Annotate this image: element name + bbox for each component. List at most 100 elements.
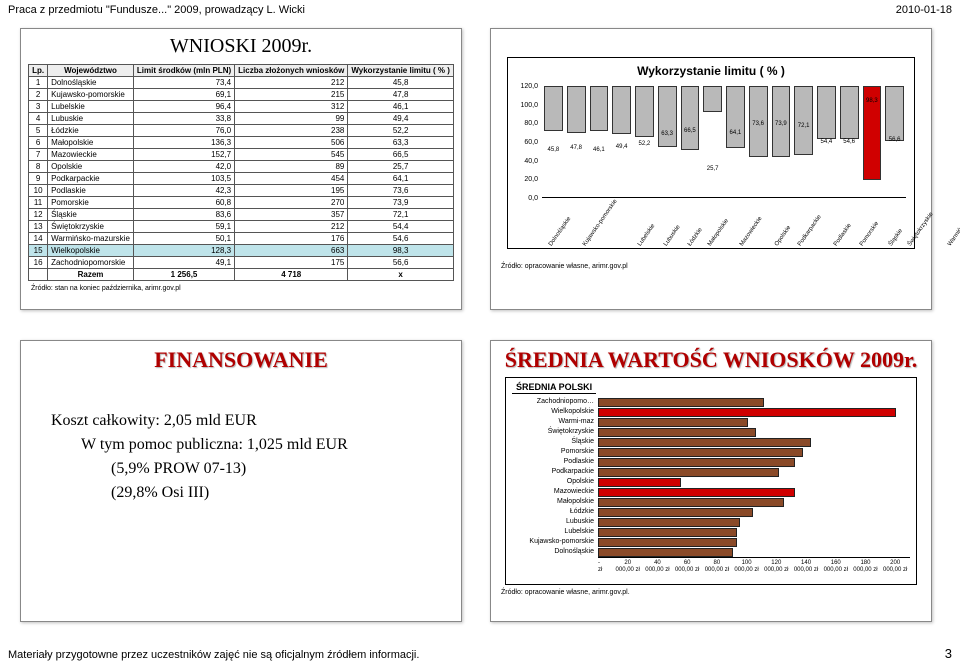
header-left: Praca z przedmiotu "Fundusze..." 2009, p… xyxy=(8,4,305,16)
table-row: 2Kujawsko-pomorskie69,121547,8 xyxy=(29,89,454,101)
table-row: 9Podkarpackie103,545464,1 xyxy=(29,173,454,185)
p2-bar-label: 45,8 xyxy=(542,147,565,153)
p2-bar xyxy=(681,86,700,150)
p2-ylabel: 0,0 xyxy=(514,195,538,202)
p4-row-label: Lubuskie xyxy=(512,518,598,525)
p2-bar xyxy=(840,86,859,139)
p2-bar-label: 98,3 xyxy=(861,98,884,104)
p2-bar-label: 63,3 xyxy=(656,131,679,137)
p2-bar-wrap: 45,8 xyxy=(542,86,565,197)
p4-row: Kujawsko-pomorskie xyxy=(512,536,910,546)
p2-bar xyxy=(544,86,563,131)
p2-bar-label: 46,1 xyxy=(588,147,611,153)
p2-bar-label: 52,2 xyxy=(633,141,656,147)
p4-bar xyxy=(598,418,748,427)
p2-bar-wrap: 52,2 xyxy=(633,86,656,197)
p4-bar xyxy=(598,548,733,557)
p4-row-label: Małopolskie xyxy=(512,498,598,505)
p2-xlabels: DolnośląskieKujawsko-pomorskieLubelskieL… xyxy=(542,200,906,246)
p4-barzone xyxy=(598,427,910,436)
p2-bar-wrap: 72,1 xyxy=(792,86,815,197)
p4-row-label: Mazowieckie xyxy=(512,488,598,495)
table-row: 6Małopolskie136,350663,3 xyxy=(29,137,454,149)
p2-bar-wrap: 73,9 xyxy=(770,86,793,197)
p2-bar-label: 54,4 xyxy=(815,139,838,145)
p4-xtick: 60000,00 zł xyxy=(672,558,702,580)
p4-barzone xyxy=(598,537,910,546)
p2-bar xyxy=(703,86,722,112)
p4-bar xyxy=(598,428,756,437)
p3-line: (29,8% Osi III) xyxy=(51,481,431,505)
p4-barzone xyxy=(598,417,910,426)
p4-row: Małopolskie xyxy=(512,496,910,506)
p2-source: Źródło: opracowanie własne, arimr.gov.pl xyxy=(501,263,921,270)
p4-barzone xyxy=(598,467,910,476)
panel-limit-chart: Wykorzystanie limitu ( % ) 45,847,846,14… xyxy=(490,28,932,310)
table-row: 10Podlaskie42,319573,6 xyxy=(29,185,454,197)
p4-bar xyxy=(598,508,753,517)
p4-xtick: 20000,00 zł xyxy=(613,558,643,580)
p4-bar xyxy=(598,528,737,537)
p2-bar xyxy=(726,86,745,148)
p4-row-label: Podlaskie xyxy=(512,458,598,465)
p1-title: WNIOSKI 2009r. xyxy=(21,35,461,58)
p1-col-header: Lp. xyxy=(29,65,48,77)
footer-left: Materiały przygotowne przez uczestników … xyxy=(8,649,428,661)
p1-col-header: Limit środków (mln PLN) xyxy=(133,65,234,77)
p1-col-header: Wykorzystanie limitu ( % ) xyxy=(348,65,454,77)
p2-bar xyxy=(635,86,654,137)
p2-bar xyxy=(817,86,836,139)
p2-bar-label: 49,4 xyxy=(610,144,633,150)
p2-bar-wrap: 49,4 xyxy=(610,86,633,197)
p2-bar-wrap: 46,1 xyxy=(588,86,611,197)
p4-row-label: Lubelskie xyxy=(512,528,598,535)
p2-bar-label: 56,6 xyxy=(883,137,906,143)
table-sum-row: Razem1 256,54 718x xyxy=(29,269,454,281)
p2-bar xyxy=(794,86,813,155)
p4-barzone xyxy=(598,517,910,526)
p4-row: Mazowieckie xyxy=(512,486,910,496)
p3-body: Koszt całkowity: 2,05 mld EURW tym pomoc… xyxy=(21,379,461,535)
p4-bar xyxy=(598,398,764,407)
table-row: 13Świętokrzyskie59,121254,4 xyxy=(29,221,454,233)
p2-bar-label: 64,1 xyxy=(724,130,747,136)
p2-bar-wrap: 25,7 xyxy=(701,86,724,197)
table-row: 16Zachodniopomorskie49,117556,6 xyxy=(29,257,454,269)
p4-bar xyxy=(598,538,737,547)
p2-bar xyxy=(590,86,609,131)
p2-bar-wrap: 47,8 xyxy=(565,86,588,197)
p4-row-label: Zachodniopomo… xyxy=(512,398,598,405)
p2-bar-label: 54,6 xyxy=(838,139,861,145)
p4-barzone xyxy=(598,527,910,536)
p4-barzone xyxy=(598,507,910,516)
p4-xtick: 80000,00 zł xyxy=(702,558,732,580)
p4-row: Dolnośląskie xyxy=(512,546,910,556)
p2-plot: 45,847,846,149,452,263,366,525,764,173,6… xyxy=(542,86,906,198)
p2-bar-wrap: 54,6 xyxy=(838,86,861,197)
p2-bar xyxy=(567,86,586,133)
p4-source: Źródło: opracowanie własne, arimr.gov.pl… xyxy=(501,589,921,596)
p4-barzone xyxy=(598,477,910,486)
p2-bar-label: 73,6 xyxy=(747,121,770,127)
p2-bar-wrap: 63,3 xyxy=(656,86,679,197)
p4-chart-frame: ŚREDNIA POLSKI Zachodniopomo…Wielkopolsk… xyxy=(505,377,917,585)
p3-line: (5,9% PROW 07-13) xyxy=(51,457,431,481)
table-row: 8Opolskie42,08925,7 xyxy=(29,161,454,173)
p4-barzone xyxy=(598,457,910,466)
p2-ylabel: 80,0 xyxy=(514,120,538,127)
p4-row: Lubelskie xyxy=(512,526,910,536)
p4-row: Podlaskie xyxy=(512,456,910,466)
p4-xtick: -zł xyxy=(598,558,613,580)
p1-col-header: Liczba złożonych wniosków xyxy=(235,65,348,77)
p4-xtick: 40000,00 zł xyxy=(643,558,673,580)
table-row: 4Lubuskie33,89949,4 xyxy=(29,113,454,125)
p4-row-label: Pomorskie xyxy=(512,448,598,455)
table-row: 1Dolnośląskie73,421245,8 xyxy=(29,77,454,89)
p4-row-label: Warmi-maz xyxy=(512,418,598,425)
panel-finansowanie: FINANSOWANIE Koszt całkowity: 2,05 mld E… xyxy=(20,340,462,622)
p4-barzone xyxy=(598,497,910,506)
p4-bar xyxy=(598,478,681,487)
p4-row: Podkarpackie xyxy=(512,466,910,476)
p4-xtick: 160000,00 zł xyxy=(821,558,851,580)
p4-row: Zachodniopomo… xyxy=(512,396,910,406)
